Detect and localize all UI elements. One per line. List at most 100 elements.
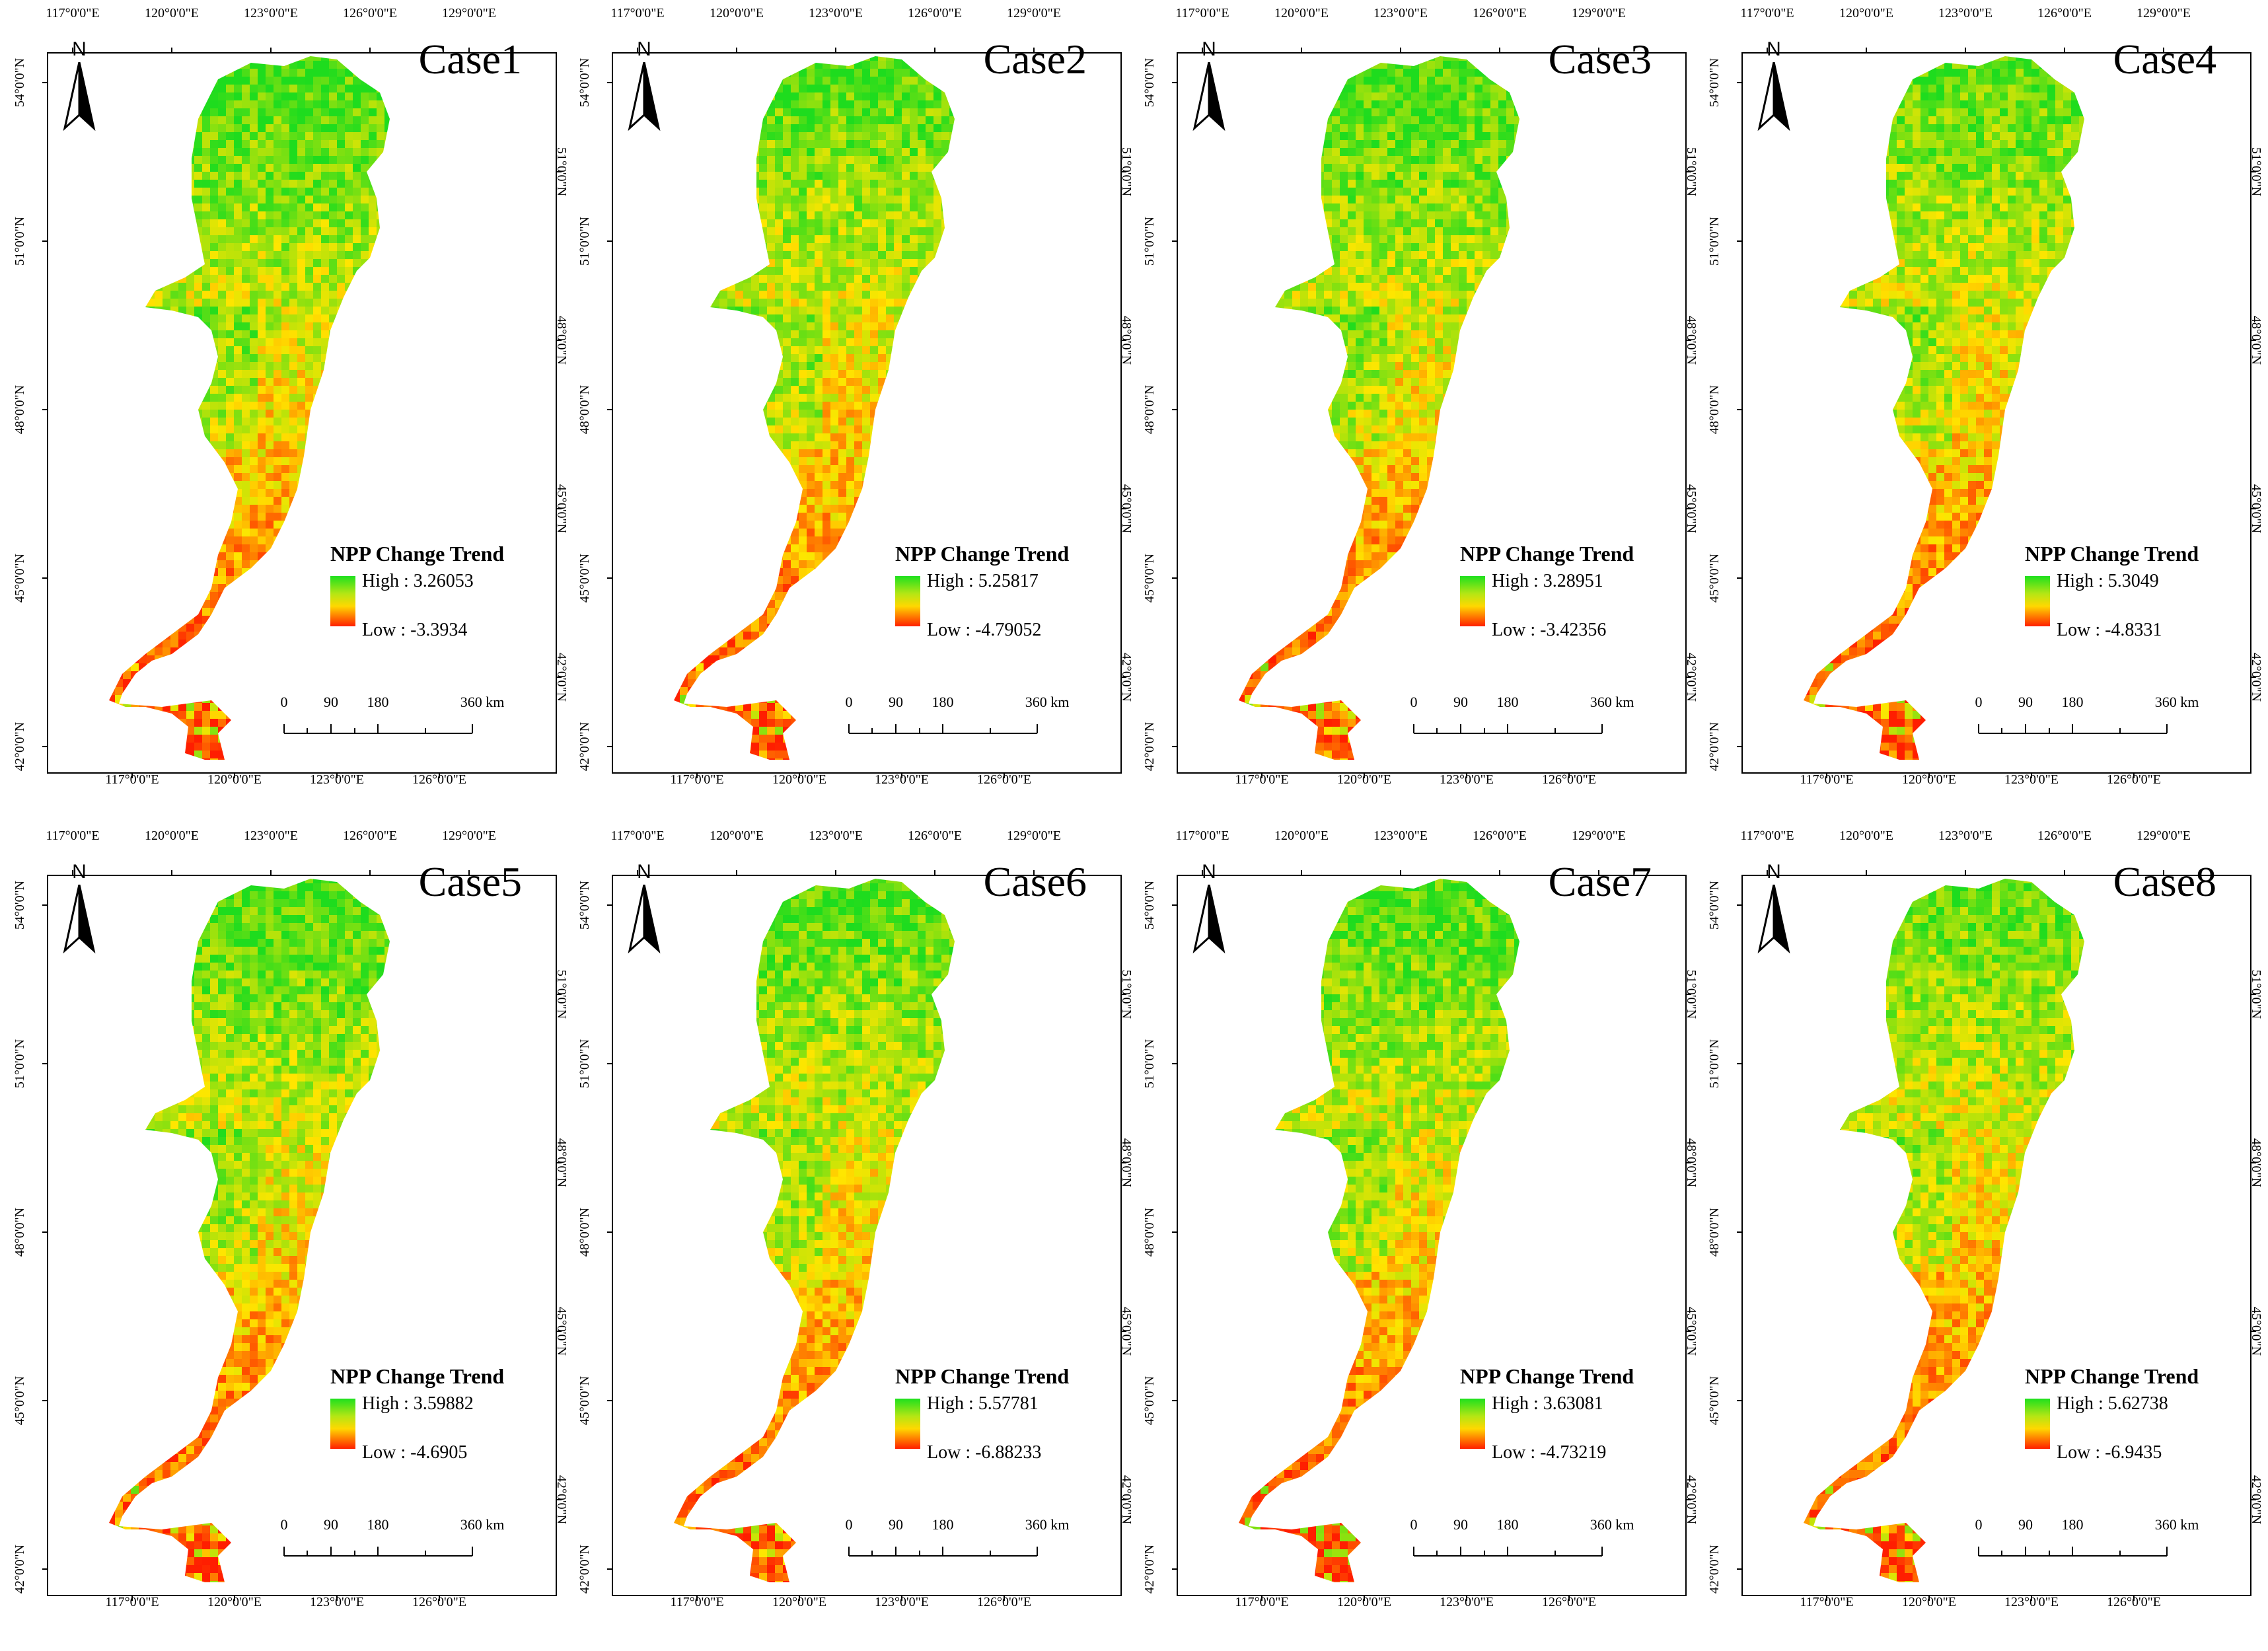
lon-label-bottom: 123°0'0"E	[1440, 1596, 1494, 1609]
lon-label-top: 129°0'0"E	[1572, 829, 1626, 842]
legend-low-value: Low : -4.79052	[927, 620, 1041, 641]
lat-label-right: 45°0'0"N	[2249, 476, 2263, 542]
legend-high-value: High : 3.26053	[362, 571, 474, 592]
lat-label-left: 48°0'0"N	[13, 1199, 27, 1265]
case-title: Case5	[419, 861, 522, 903]
lat-label-left: 45°0'0"N	[1142, 545, 1157, 611]
legend-title: NPP Change Trend	[1460, 542, 1634, 566]
lon-label-top: 120°0'0"E	[1274, 7, 1329, 20]
scale-label: 360 km	[1590, 694, 1634, 711]
lon-label-top: 123°0'0"E	[244, 7, 298, 20]
lat-label-left: 54°0'0"N	[1142, 872, 1157, 938]
scale-bar-labels: 0 90 180 360 km	[1407, 1516, 1634, 1562]
legend-low-value: Low : -4.8331	[2057, 620, 2162, 641]
north-label: N	[624, 40, 664, 59]
scale-label: 90	[1453, 1516, 1468, 1533]
scale-label: 90	[324, 694, 338, 711]
scale-label: 180	[1497, 694, 1519, 711]
lon-label-top: 126°0'0"E	[343, 829, 397, 842]
lat-label-left: 48°0'0"N	[1142, 1199, 1157, 1265]
lon-label-bottom: 120°0'0"E	[1337, 773, 1391, 786]
lat-label-left: 51°0'0"N	[1707, 1031, 1722, 1097]
map-frame	[612, 875, 1122, 1596]
scale-label: 360 km	[460, 1516, 505, 1533]
lon-label-top: 123°0'0"E	[1938, 829, 1993, 842]
north-label: N	[59, 40, 99, 59]
lon-label-top: 120°0'0"E	[145, 829, 199, 842]
lon-label-bottom: 117°0'0"E	[670, 773, 723, 786]
legend-title: NPP Change Trend	[2025, 1364, 2199, 1389]
lat-label-left: 54°0'0"N	[577, 50, 592, 116]
map-frame	[1741, 875, 2251, 1596]
north-arrow-icon: N	[1189, 40, 1229, 132]
legend-color-ramp	[330, 576, 355, 626]
lat-label-left: 45°0'0"N	[1707, 545, 1722, 611]
lon-label-bottom: 126°0'0"E	[1542, 1596, 1596, 1609]
lon-label-bottom: 126°0'0"E	[412, 1596, 466, 1609]
map-canvas	[42, 48, 562, 778]
map-canvas	[1172, 870, 1691, 1601]
legend-color-ramp	[1460, 1399, 1485, 1449]
scale-bar-labels: 0 90 180 360 km	[277, 694, 505, 740]
lat-label-right: 51°0'0"N	[2249, 139, 2263, 205]
map-panel-1: 117°0'0"E 120°0'0"E 123°0'0"E 126°0'0"E 129°…	[0, 0, 569, 823]
north-arrow-icon: N	[624, 862, 664, 955]
north-arrow-icon: N	[59, 40, 99, 132]
lon-label-top: 129°0'0"E	[442, 829, 496, 842]
north-arrow-icon: N	[624, 40, 664, 132]
map-panel-7: 117°0'0"E 120°0'0"E 123°0'0"E 126°0'0"E 129°…	[1130, 823, 1699, 1645]
north-label: N	[1189, 862, 1229, 882]
lon-label-top: 129°0'0"E	[2137, 7, 2191, 20]
legend-color-ramp	[2025, 576, 2050, 626]
map-panel-6: 117°0'0"E 120°0'0"E 123°0'0"E 126°0'0"E 129°…	[565, 823, 1134, 1645]
legend-high-value: High : 5.62738	[2057, 1393, 2168, 1414]
lon-label-top: 123°0'0"E	[1373, 829, 1428, 842]
lon-label-top: 123°0'0"E	[809, 829, 863, 842]
north-label: N	[1189, 40, 1229, 59]
lon-label-top: 123°0'0"E	[809, 7, 863, 20]
lat-label-left: 54°0'0"N	[1707, 872, 1722, 938]
lon-label-bottom: 120°0'0"E	[1902, 1596, 1956, 1609]
lat-label-left: 42°0'0"N	[1142, 1536, 1157, 1602]
lon-label-bottom: 126°0'0"E	[412, 773, 466, 786]
case-title: Case6	[984, 861, 1087, 903]
scale-bar	[1413, 724, 1603, 734]
scale-label: 360 km	[1025, 1516, 1070, 1533]
scale-label: 90	[1453, 694, 1468, 711]
scale-bar-labels: 0 90 180 360 km	[1407, 694, 1634, 740]
scale-bar	[283, 724, 473, 734]
legend-color-ramp	[2025, 1399, 2050, 1449]
map-canvas	[607, 870, 1126, 1601]
legend-title: NPP Change Trend	[895, 1364, 1069, 1389]
map-panel-8: 117°0'0"E 120°0'0"E 123°0'0"E 126°0'0"E 129°…	[1695, 823, 2263, 1645]
legend-high-value: High : 5.57781	[927, 1393, 1039, 1414]
legend: NPP Change Trend High : 5.25817 Low : -4.7…	[895, 542, 1120, 667]
legend-color-ramp	[895, 576, 920, 626]
legend-high-value: High : 5.3049	[2057, 571, 2159, 592]
case-title: Case1	[419, 38, 522, 81]
lon-label-top: 120°0'0"E	[1274, 829, 1329, 842]
lat-label-left: 54°0'0"N	[1707, 50, 1722, 116]
scale-label: 0	[1975, 1516, 1983, 1533]
lon-label-top: 129°0'0"E	[1007, 7, 1061, 20]
legend-high-value: High : 3.59882	[362, 1393, 474, 1414]
scale-label: 180	[367, 694, 389, 711]
scale-label: 90	[2018, 694, 2033, 711]
lat-label-left: 48°0'0"N	[577, 1199, 592, 1265]
lon-label-top: 126°0'0"E	[908, 829, 962, 842]
lon-label-top: 123°0'0"E	[244, 829, 298, 842]
lon-label-bottom: 126°0'0"E	[977, 773, 1031, 786]
map-panel-2: 117°0'0"E 120°0'0"E 123°0'0"E 126°0'0"E 129°…	[565, 0, 1134, 823]
lat-label-left: 42°0'0"N	[13, 1536, 27, 1602]
lon-label-top: 129°0'0"E	[1007, 829, 1061, 842]
lat-label-left: 45°0'0"N	[1142, 1368, 1157, 1434]
lon-label-bottom: 120°0'0"E	[772, 1596, 826, 1609]
lat-label-left: 42°0'0"N	[1707, 714, 1722, 780]
scale-label: 180	[932, 1516, 954, 1533]
scale-bar	[1413, 1547, 1603, 1557]
scale-bar-labels: 0 90 180 360 km	[277, 1516, 505, 1562]
lon-label-bottom: 120°0'0"E	[772, 773, 826, 786]
scale-bar-labels: 0 90 180 360 km	[1972, 694, 2199, 740]
lon-label-top: 123°0'0"E	[1938, 7, 1993, 20]
